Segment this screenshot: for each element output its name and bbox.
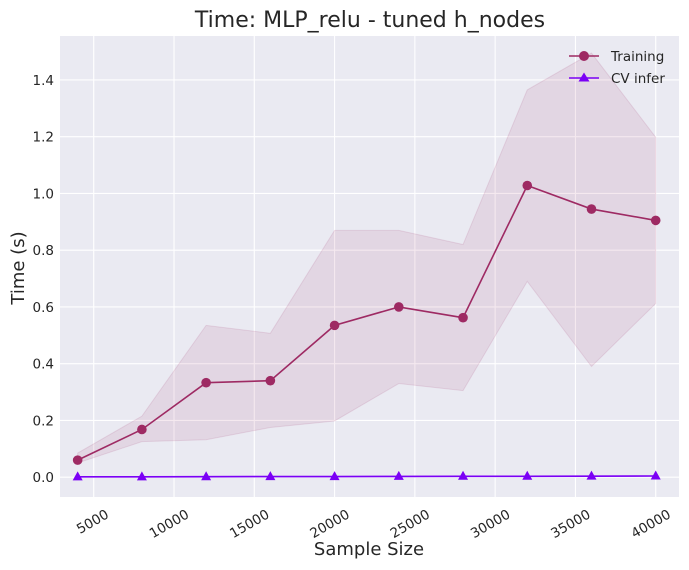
- series-1-line: [77, 475, 656, 478]
- x-tick-label: 10000: [147, 507, 192, 542]
- x-tick-labels: 5000 10000 15000 20000 25000 30000 35000 40000: [74, 507, 674, 542]
- x-axis-label: Sample Size: [314, 539, 424, 560]
- x-tick-label: 40000: [629, 507, 674, 542]
- series-1-point: [72, 471, 83, 481]
- series-0-point: [394, 302, 404, 312]
- legend: Training CV infer: [569, 49, 665, 87]
- y-axis-label: Time (s): [8, 231, 29, 305]
- x-tick-label: 25000: [388, 507, 433, 542]
- y-tick-label: 0.0: [33, 470, 54, 486]
- y-tick-label: 0.2: [33, 413, 54, 429]
- series-0-point: [329, 320, 340, 331]
- series-0-point: [458, 312, 468, 323]
- series-0-point: [265, 375, 276, 386]
- series-0-point: [586, 204, 597, 214]
- series-0-band: [77, 52, 657, 464]
- legend-item-training: Training: [569, 49, 664, 65]
- series-lines: [72, 180, 661, 481]
- legend-triangle-marker-icon: [578, 72, 590, 82]
- x-tick-label: 30000: [468, 507, 513, 542]
- series-1-point: [586, 470, 597, 480]
- y-tick-label: 0.8: [33, 243, 54, 259]
- x-tick-label: 15000: [227, 507, 272, 542]
- y-tick-label: 0.4: [33, 357, 54, 373]
- x-tick-label: 35000: [548, 507, 593, 542]
- y-tick-labels: 0.0 0.2 0.4 0.6 0.8 1.0 1.2 1.4: [33, 73, 54, 486]
- series-1-point: [136, 471, 147, 481]
- series-0-line: [77, 184, 656, 461]
- legend-label-training: Training: [610, 49, 664, 65]
- series-0-point: [522, 180, 533, 191]
- legend-circle-marker-icon: [579, 51, 589, 61]
- series-0-point: [137, 424, 147, 435]
- series-1-point: [650, 470, 661, 480]
- y-tick-label: 1.0: [33, 186, 54, 202]
- legend-item-cv-infer: CV infer: [569, 71, 665, 87]
- y-tick-label: 0.6: [33, 300, 54, 316]
- series-1-point: [201, 471, 212, 481]
- series-1-point: [265, 471, 276, 481]
- y-tick-label: 1.2: [33, 130, 54, 146]
- y-tick-label: 1.4: [33, 73, 54, 89]
- x-tick-label: 20000: [307, 507, 352, 542]
- series-1-point: [329, 471, 340, 481]
- series-1-point: [393, 470, 404, 480]
- legend-label-cv-infer: CV infer: [611, 71, 665, 87]
- series-1-point: [458, 470, 469, 480]
- series-1-point: [522, 470, 533, 480]
- series-0-point: [650, 215, 661, 226]
- x-tick-label: 5000: [74, 507, 112, 538]
- chart-title: Time: MLP_relu - tuned h_nodes: [194, 8, 545, 33]
- series-0-point: [201, 377, 211, 388]
- series-0-point: [72, 455, 83, 465]
